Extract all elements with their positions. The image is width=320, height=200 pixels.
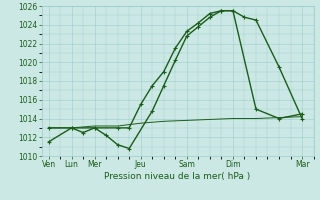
X-axis label: Pression niveau de la mer( hPa ): Pression niveau de la mer( hPa ) (104, 172, 251, 181)
